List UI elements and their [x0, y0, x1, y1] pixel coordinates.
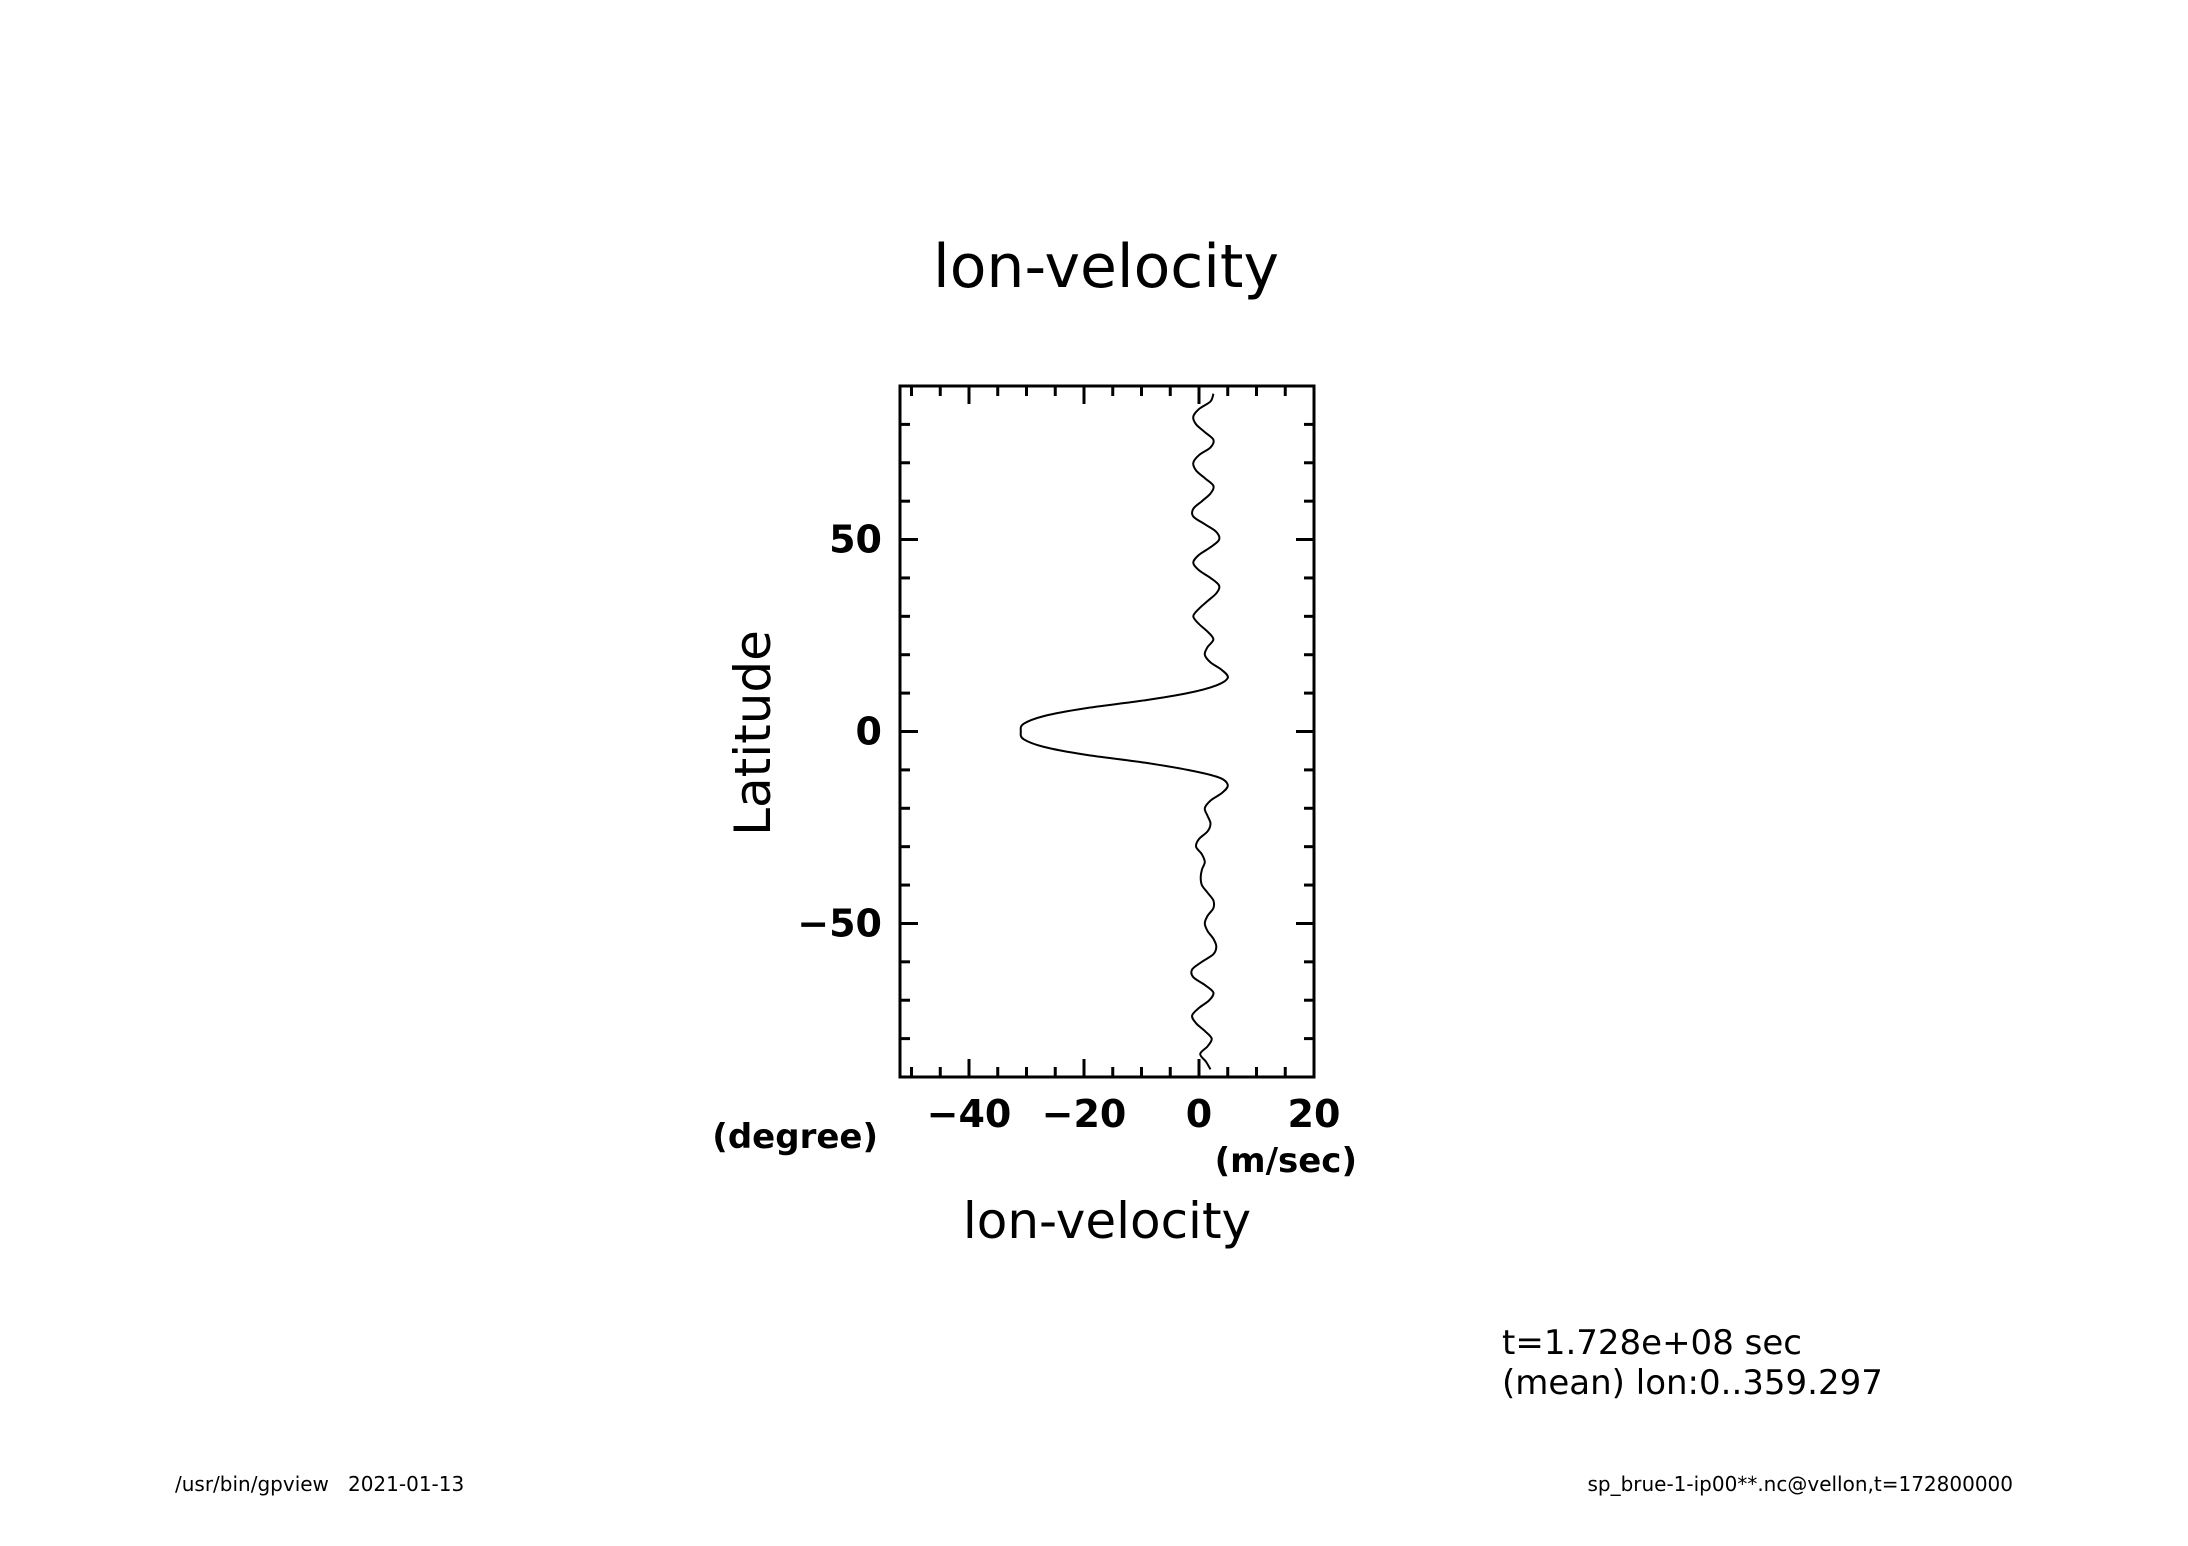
y-tick-label: 0 — [856, 710, 882, 754]
x-tick-label: 0 — [1186, 1092, 1212, 1136]
axis-tick-labels: −40 −20 0 20 −50 0 50 — [797, 518, 1340, 1136]
time-annotation: t=1.728e+08 sec — [1502, 1323, 1802, 1363]
y-tick-label: 50 — [829, 518, 882, 562]
chart-title: lon-velocity — [933, 232, 1279, 302]
series-line — [1019, 393, 1229, 1070]
x-tick-label: −20 — [1042, 1092, 1127, 1136]
axis-ticks — [900, 386, 1316, 1077]
footer-left: /usr/bin/gpview 2021-01-13 — [175, 1472, 464, 1496]
x-axis-label: lon-velocity — [963, 1192, 1251, 1250]
x-tick-label: −40 — [927, 1092, 1012, 1136]
y-axis-unit: (degree) — [712, 1117, 878, 1157]
mean-annotation: (mean) lon:0..359.297 — [1502, 1363, 1883, 1403]
footer-right: sp_brue-1-ip00**.nc@vellon,t=172800000 — [1587, 1472, 2013, 1496]
plot-frame — [898, 384, 1316, 1079]
y-tick-label: −50 — [797, 901, 882, 945]
y-axis-label: Latitude — [724, 630, 782, 836]
x-axis-unit: (m/sec) — [1215, 1141, 1357, 1181]
x-tick-label: 20 — [1288, 1092, 1341, 1136]
